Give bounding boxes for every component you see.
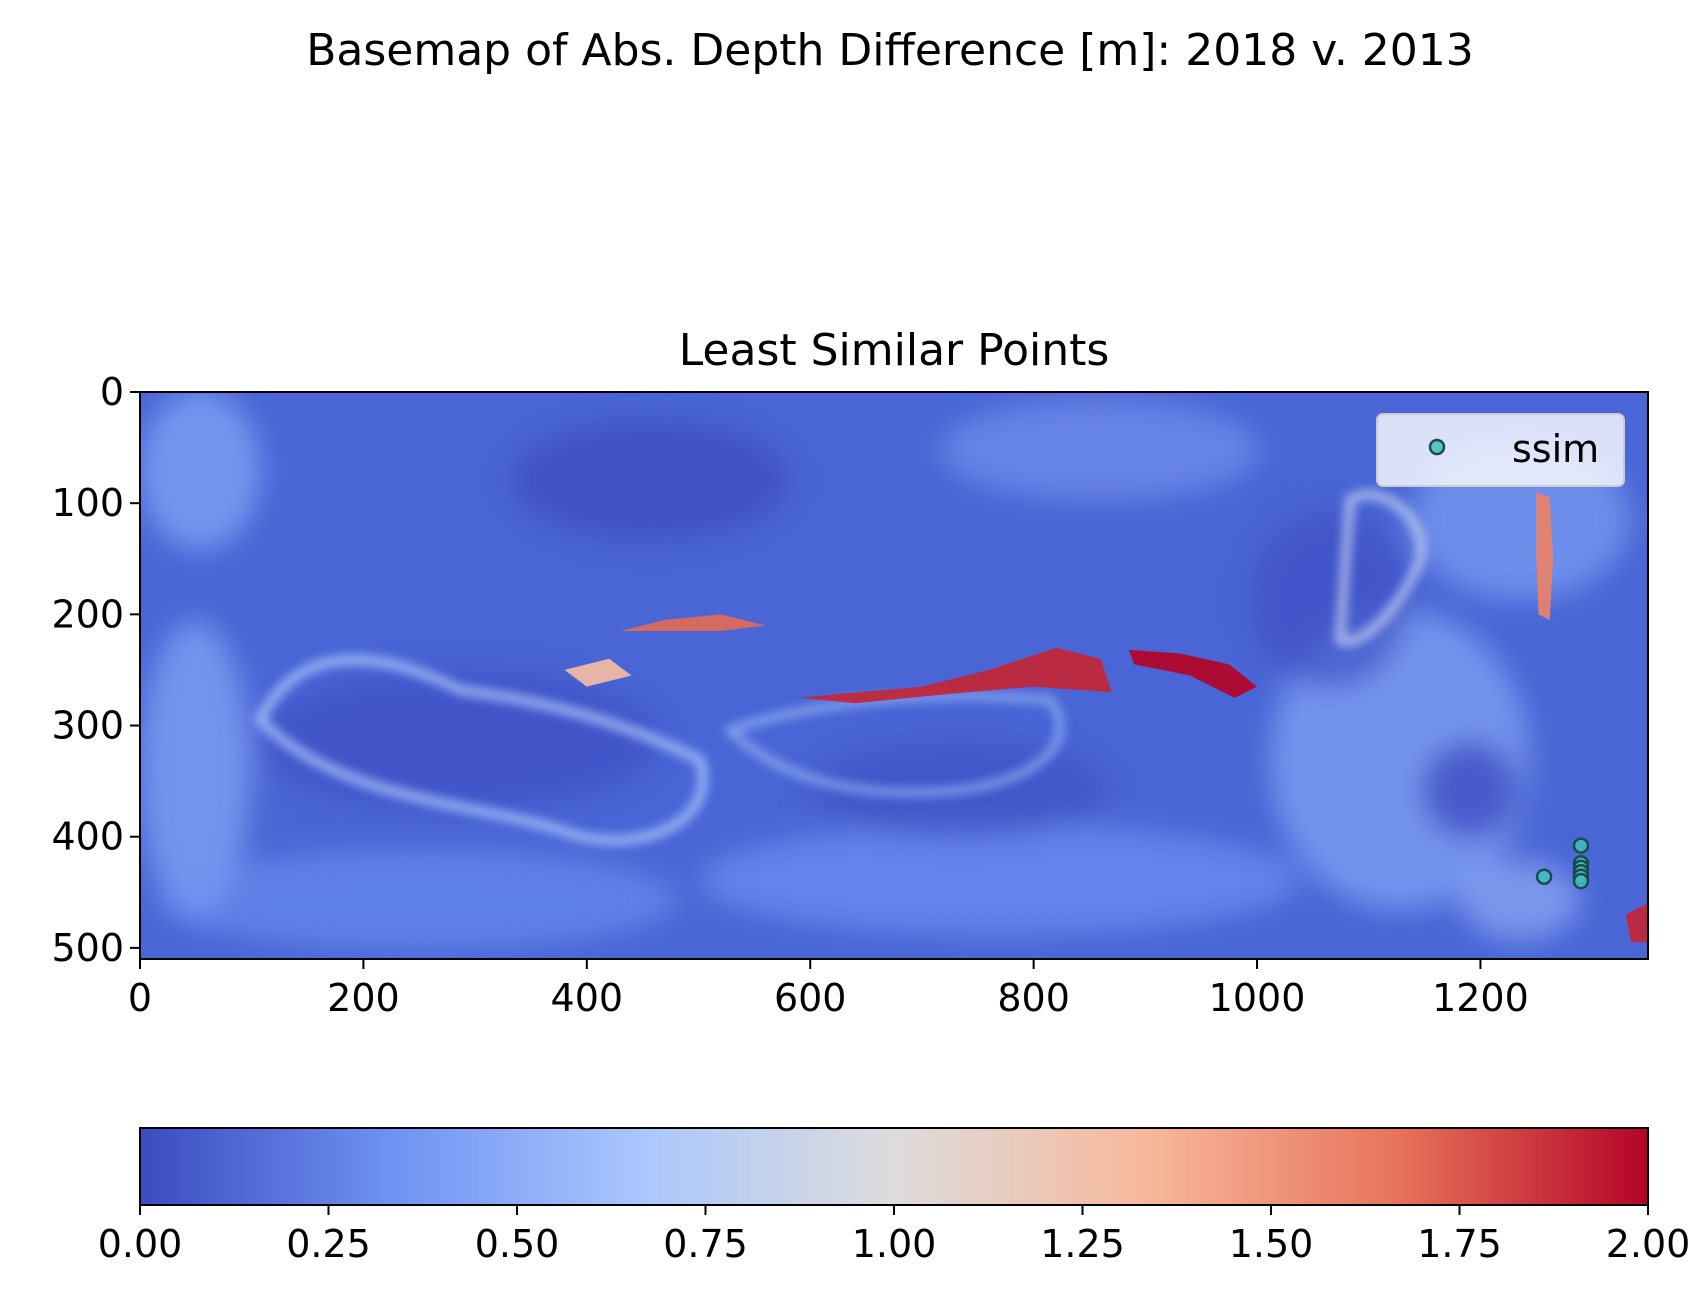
x-tick-label: 800 bbox=[997, 976, 1070, 1020]
x-tick-label: 1200 bbox=[1432, 976, 1529, 1020]
colorbar: 0.00 0.25 0.50 0.75 1.00 1.25 1.50 1.75 2.00 bbox=[98, 1127, 1691, 1266]
x-tick-label: 200 bbox=[327, 976, 400, 1020]
colorbar-tick-label: 1.75 bbox=[1417, 1222, 1502, 1266]
colorbar-tick-label: 0.25 bbox=[286, 1222, 371, 1266]
colorbar-tick-label: 1.25 bbox=[1040, 1222, 1125, 1266]
high-difference-features bbox=[564, 492, 1648, 943]
heatmap-texture bbox=[140, 392, 1630, 950]
feature-0 bbox=[620, 614, 766, 631]
colorbar-ticks: 0.00 0.25 0.50 0.75 1.00 1.25 1.50 1.75 2.00 bbox=[98, 1205, 1691, 1266]
x-axis: 0 200 400 600 800 1000 1200 bbox=[128, 959, 1529, 1020]
feature-1 bbox=[799, 647, 1112, 704]
feature-3 bbox=[1536, 492, 1554, 620]
x-tick-label: 1000 bbox=[1209, 976, 1306, 1020]
legend-marker-ssim bbox=[1428, 438, 1446, 456]
feature-2 bbox=[1128, 649, 1257, 698]
figure-suptitle: Basemap of Abs. Depth Difference [m]: 20… bbox=[306, 25, 1474, 76]
y-tick-label: 300 bbox=[51, 704, 124, 748]
y-axis: 0 100 200 300 400 500 bbox=[51, 370, 140, 970]
legend: ssim bbox=[1376, 413, 1625, 487]
chart-title: Least Similar Points bbox=[679, 325, 1110, 376]
x-tick-label: 600 bbox=[774, 976, 847, 1020]
feature-4 bbox=[564, 658, 632, 687]
y-tick-label: 500 bbox=[51, 926, 124, 970]
colorbar-tick-label: 2.00 bbox=[1606, 1222, 1691, 1266]
colorbar-tick-label: 0.50 bbox=[475, 1222, 560, 1266]
y-tick-label: 0 bbox=[100, 370, 124, 414]
y-tick-label: 400 bbox=[51, 815, 124, 859]
y-tick-label: 200 bbox=[51, 592, 124, 636]
feature-5 bbox=[1625, 903, 1648, 943]
colorbar-tick-label: 0.00 bbox=[98, 1222, 183, 1266]
x-tick-label: 0 bbox=[128, 976, 152, 1020]
ssim-point bbox=[1572, 837, 1590, 854]
legend-box bbox=[1376, 413, 1625, 487]
legend-label-ssim: ssim bbox=[1512, 427, 1599, 471]
plot-frame bbox=[139, 391, 1649, 960]
colorbar-tick-label: 1.00 bbox=[852, 1222, 937, 1266]
y-tick-label: 100 bbox=[51, 481, 124, 525]
colorbar-tick-label: 1.50 bbox=[1229, 1222, 1314, 1266]
ssim-series bbox=[1535, 837, 1590, 890]
colorbar-tick-label: 0.75 bbox=[663, 1222, 748, 1266]
ssim-point bbox=[1572, 872, 1590, 890]
colorbar-gradient bbox=[139, 1127, 1649, 1206]
ssim-point bbox=[1535, 868, 1553, 885]
x-tick-label: 400 bbox=[551, 976, 624, 1020]
